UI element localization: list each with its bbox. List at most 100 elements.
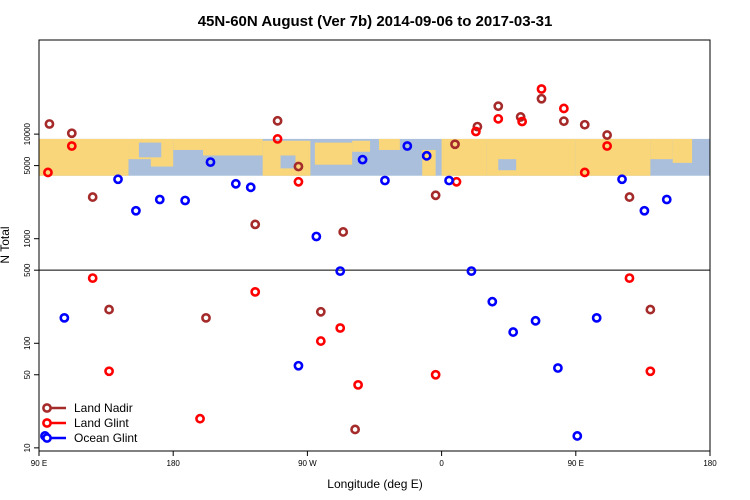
legend-label-ocean-glint: Ocean Glint: [74, 431, 138, 445]
map-land-7: [352, 140, 371, 152]
land-glint-point: [451, 176, 462, 187]
ocean-glint-point: [572, 431, 583, 441]
ocean-glint-point: [530, 315, 541, 326]
map-land-0: [39, 138, 129, 176]
ocean-glint-point: [180, 195, 191, 206]
x-tick-label: 90 W: [298, 459, 317, 468]
ocean-glint-point: [380, 175, 390, 186]
land-glint-point: [536, 84, 547, 94]
land-nadir-point: [338, 227, 349, 237]
ocean-glint-point: [131, 205, 141, 216]
land-glint-point: [195, 413, 205, 424]
data-points: [40, 84, 672, 441]
land-glint-point: [293, 176, 304, 187]
ocean-glint-point: [154, 194, 165, 205]
land-glint-point: [315, 336, 326, 346]
y-tick-label: 1000: [23, 229, 32, 247]
land-glint-point: [517, 116, 528, 127]
land-glint-point: [470, 126, 481, 137]
land-nadir-point: [293, 161, 304, 172]
map-land-10: [441, 138, 487, 176]
ocean-glint-point: [245, 182, 256, 193]
land-glint-point: [87, 273, 98, 284]
land-glint-point: [272, 134, 283, 144]
x-tick-label: 0: [439, 459, 444, 468]
chart-title: 45N-60N August (Ver 7b) 2014-09-06 to 20…: [198, 13, 553, 30]
ocean-glint-point: [293, 360, 304, 371]
legend-marker-land-glint: [42, 418, 52, 428]
map-sea-2: [498, 159, 517, 171]
x-tick-label: 180: [167, 459, 181, 468]
map-land-4: [203, 138, 263, 156]
land-glint-point: [250, 286, 261, 297]
land-nadir-point: [493, 101, 504, 112]
land-glint-point: [493, 113, 504, 124]
ocean-glint-point: [487, 296, 498, 307]
ocean-glint-point: [205, 157, 216, 168]
y-tick-label: 5000: [23, 156, 32, 174]
map-land-14: [672, 138, 693, 163]
ocean-glint-point: [591, 312, 602, 323]
ocean-glint-point: [113, 174, 123, 185]
land-glint-point: [579, 167, 590, 178]
map-land-9: [422, 149, 436, 176]
x-tick-label: 90 E: [568, 459, 584, 468]
map-land-3: [173, 138, 204, 150]
land-nadir-point: [66, 128, 77, 139]
ocean-glint-point: [508, 327, 519, 337]
world-map-band: [39, 138, 710, 176]
land-glint-point: [104, 366, 114, 377]
ocean-glint-point: [421, 150, 432, 161]
land-glint-point: [602, 141, 613, 151]
y-tick-label: 50: [23, 370, 32, 379]
land-nadir-point: [44, 119, 55, 129]
map-sea-1: [280, 155, 296, 169]
map-land-6: [314, 142, 353, 165]
land-nadir-point: [350, 424, 361, 435]
ocean-glint-point: [357, 154, 368, 165]
map-land-8: [378, 138, 400, 150]
legend-marker-land-nadir: [42, 403, 52, 413]
ocean-glint-point: [553, 363, 563, 373]
legend-label-land-nadir: Land Nadir: [74, 401, 133, 415]
x-tick-label: 180: [703, 459, 717, 468]
land-glint-point: [66, 141, 77, 151]
plot-frame: [38, 39, 711, 452]
land-nadir-point: [250, 219, 261, 230]
land-nadir-point: [472, 121, 483, 132]
y-axis: 10 50 100 500 1000 5000 10000: [23, 122, 39, 452]
land-nadir-point: [558, 116, 569, 127]
legend-label-land-glint: Land Glint: [74, 416, 129, 430]
land-nadir-point: [602, 130, 613, 140]
ocean-glint-point: [311, 231, 322, 242]
ocean-glint-point: [59, 312, 70, 323]
ocean-glint-point: [230, 178, 241, 189]
ocean-glint-point: [661, 194, 672, 205]
land-nadir-point: [104, 304, 114, 315]
ocean-glint-point: [617, 174, 627, 185]
land-nadir-point: [450, 139, 460, 150]
map-sea-0: [138, 142, 162, 158]
ocean-glint-point: [402, 141, 413, 151]
y-axis-label: N Total: [0, 226, 12, 263]
legend-marker-ocean-glint: [42, 433, 52, 443]
y-tick-label: 10: [23, 443, 32, 452]
land-nadir-point: [272, 115, 283, 126]
x-tick-label: 90 E: [31, 459, 47, 468]
ocean-glint-point: [335, 266, 346, 277]
land-glint-point: [43, 167, 53, 178]
ocean-glint-point: [466, 266, 477, 277]
x-axis: 90 E 180 90 W 0 90 E 180: [31, 451, 717, 468]
y-tick-label: 10000: [23, 122, 32, 145]
land-glint-point: [335, 323, 346, 333]
land-nadir-point: [515, 112, 526, 122]
land-nadir-point: [87, 192, 98, 202]
land-nadir-point: [430, 190, 441, 201]
land-nadir-point: [201, 312, 211, 323]
land-glint-point: [353, 379, 363, 390]
land-glint-point: [624, 273, 635, 284]
land-nadir-point: [645, 304, 656, 315]
land-glint-point: [645, 366, 656, 377]
